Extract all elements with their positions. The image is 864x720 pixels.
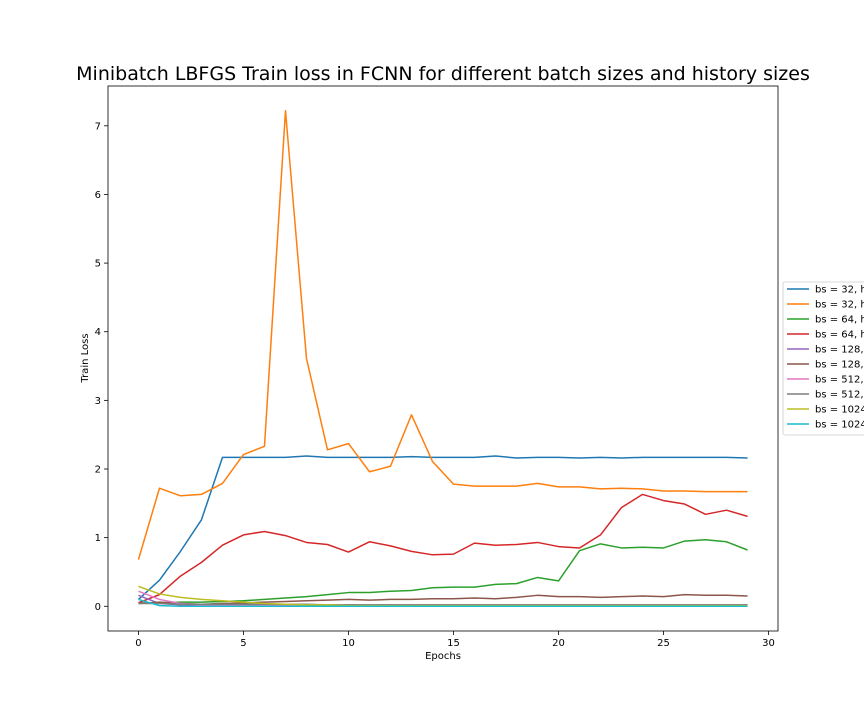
legend-label: bs = 32, h — [815, 300, 864, 311]
plot-area-frame — [107, 85, 779, 632]
legend: bs = 32, h bs = 32, h bs = 64, h bs = 64, h… — [782, 281, 864, 436]
y-tick-label: 6 — [95, 190, 101, 201]
x-tick-label: 0 — [135, 638, 141, 649]
chart-title: Minibatch LBFGS Train loss in FCNN for d… — [76, 63, 810, 85]
y-tick-label: 1 — [95, 533, 101, 544]
y-axis-label: Train Loss — [80, 333, 91, 383]
x-tick-label: 25 — [657, 638, 670, 649]
y-tick-label: 4 — [95, 327, 101, 338]
legend-label: bs = 32, h — [815, 285, 864, 296]
legend-label: bs = 128, — [815, 360, 864, 371]
legend-label: bs = 64, h — [815, 315, 864, 326]
series-line-0 — [137, 455, 748, 600]
series-line-9 — [138, 598, 748, 608]
series-line-1 — [137, 109, 748, 560]
series-line-5 — [138, 593, 748, 605]
series-layer — [137, 109, 748, 608]
legend-label: bs = 64, h — [815, 330, 864, 341]
y-tick-label: 5 — [95, 259, 101, 270]
x-tick-label: 10 — [342, 638, 355, 649]
y-tick-label: 0 — [95, 602, 101, 613]
y-tick-label: 3 — [95, 396, 101, 407]
legend-label: bs = 512, — [815, 390, 864, 401]
series-line-3 — [138, 493, 748, 604]
x-axis-label: Epochs — [425, 651, 461, 662]
y-tick-label: 2 — [95, 465, 101, 476]
x-axis-ticks: 0 5 10 15 20 25 30 — [135, 631, 775, 649]
y-axis-ticks: 0 1 2 3 4 5 6 7 — [95, 121, 108, 613]
legend-label: bs = 512, — [815, 375, 864, 386]
x-tick-label: 5 — [240, 638, 246, 649]
legend-label: bs = 1024 — [815, 420, 864, 431]
x-tick-label: 20 — [552, 638, 565, 649]
y-tick-label: 7 — [95, 121, 101, 132]
x-tick-label: 15 — [447, 638, 460, 649]
legend-label: bs = 1024 — [815, 405, 864, 416]
series-line-2 — [138, 538, 748, 604]
x-tick-label: 30 — [762, 638, 775, 649]
legend-box — [782, 281, 864, 436]
legend-label: bs = 128, — [815, 345, 864, 356]
